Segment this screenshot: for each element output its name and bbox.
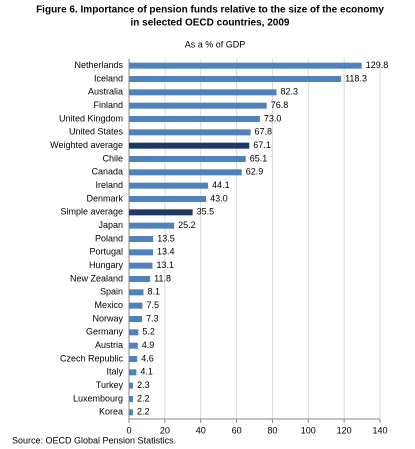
value-label: 2.2: [137, 393, 150, 403]
bar: [129, 129, 251, 136]
value-label: 82.3: [281, 87, 299, 97]
bar: [129, 222, 175, 229]
value-label: 25.2: [178, 220, 196, 230]
bar: [129, 156, 246, 162]
y-tick-label: Korea: [99, 407, 123, 417]
value-label: 67.1: [253, 140, 271, 150]
bar: [129, 342, 138, 349]
y-tick-label: Hungary: [89, 260, 124, 270]
value-label: 8.1: [148, 287, 161, 297]
y-tick-label: Japan: [98, 220, 123, 230]
y-tick-label: Ireland: [95, 180, 123, 190]
y-tick-label: Mexico: [94, 300, 123, 310]
y-tick-label: United Kingdom: [59, 113, 123, 123]
value-label: 43.0: [210, 193, 228, 203]
bar: [129, 209, 193, 216]
value-label: 13.1: [156, 260, 174, 270]
bar: [129, 196, 207, 202]
value-label: 4.6: [141, 353, 154, 363]
y-tick-label: Simple average: [60, 207, 123, 217]
y-tick-label: Italy: [106, 367, 123, 377]
y-tick-label: Luxembourg: [73, 393, 123, 403]
value-label: 67.8: [255, 127, 273, 137]
y-tick-label: New Zealand: [70, 273, 123, 283]
value-label: 62.9: [246, 167, 264, 177]
value-label: 7.5: [146, 300, 159, 310]
bar: [129, 182, 209, 189]
value-label: 4.1: [140, 367, 153, 377]
x-tick-label: 0: [126, 425, 131, 435]
value-label: 35.5: [197, 207, 215, 217]
value-label: 2.3: [137, 380, 150, 390]
y-tick-label: Spain: [100, 287, 123, 297]
y-tick-label: Finland: [93, 100, 123, 110]
source-note: Source: OECD Global Pension Statistics.: [12, 435, 176, 445]
y-tick-label: Denmark: [86, 193, 123, 203]
y-tick-label: Poland: [95, 233, 123, 243]
bar: [129, 329, 139, 336]
y-tick-label: Netherlands: [74, 60, 123, 70]
bar: [129, 316, 143, 322]
chart-title: in selected OECD countries, 2009: [131, 18, 290, 29]
x-tick-label: 20: [160, 425, 170, 435]
y-tick-label: Chile: [102, 153, 123, 163]
y-tick-label: United States: [69, 127, 124, 137]
value-label: 13.4: [157, 247, 175, 257]
bar: [129, 62, 362, 69]
x-tick-label: 140: [372, 425, 387, 435]
y-tick-label: Iceland: [94, 73, 123, 83]
y-tick-label: Portugal: [89, 247, 123, 257]
bar: [129, 116, 260, 122]
bar: [129, 142, 250, 149]
value-label: 4.9: [142, 340, 155, 350]
value-label: 65.1: [250, 153, 268, 163]
value-label: 73.0: [264, 113, 282, 123]
value-label: 129.8: [366, 60, 389, 70]
x-tick-label: 120: [337, 425, 352, 435]
bar: [129, 76, 342, 82]
y-tick-label: Australia: [88, 87, 123, 97]
value-label: 118.3: [345, 73, 367, 83]
y-tick-label: Austria: [95, 340, 123, 350]
x-tick-label: 100: [301, 425, 316, 435]
bar: [129, 289, 144, 296]
bar: [129, 409, 133, 416]
bar: [129, 169, 242, 176]
bar: [129, 369, 137, 376]
y-tick-label: Norway: [92, 313, 123, 323]
value-label: 76.8: [271, 100, 289, 110]
bar: [129, 102, 267, 109]
value-label: 2.2: [137, 407, 150, 417]
value-label: 44.1: [212, 180, 230, 190]
bar: [129, 302, 143, 309]
bar: [129, 249, 154, 256]
y-tick-label: Canada: [91, 167, 123, 177]
bar: [129, 382, 134, 389]
value-label: 7.3: [146, 313, 159, 323]
bar: [129, 396, 133, 402]
bar: [129, 262, 153, 269]
x-tick-label: 40: [196, 425, 206, 435]
bar: [129, 89, 277, 96]
bar: [129, 236, 154, 242]
x-tick-label: 80: [267, 425, 277, 435]
chart-subtitle: As a % of GDP: [185, 39, 246, 49]
y-tick-label: Czech Republic: [60, 353, 124, 363]
value-label: 5.2: [142, 327, 155, 337]
y-tick-label: Turkey: [96, 380, 124, 390]
bar: [129, 356, 138, 362]
chart-title: Figure 6. Importance of pension funds re…: [36, 5, 384, 16]
y-tick-label: Germany: [86, 327, 124, 337]
x-tick-label: 60: [232, 425, 242, 435]
y-tick-label: Weighted average: [50, 140, 123, 150]
value-label: 13.5: [157, 233, 175, 243]
bar: [129, 276, 151, 282]
value-label: 11.8: [154, 273, 171, 283]
